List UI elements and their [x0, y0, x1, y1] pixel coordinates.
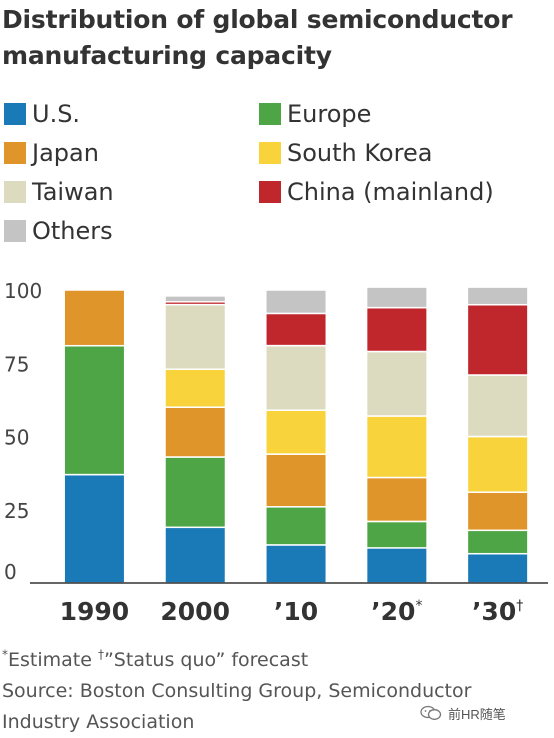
- legend-item-south-korea: South Korea: [259, 135, 432, 171]
- x-tick-label: ’20*: [371, 597, 422, 626]
- legend-swatch-europe: [259, 103, 281, 125]
- y-tick-label: 25: [4, 499, 29, 523]
- watermark-label: 前HR随笔: [448, 706, 506, 722]
- stacked-bar-chart: 0 25 50 75 100 1990 2000 ’10 ’20* ’30†: [4, 279, 548, 626]
- legend-label-japan: Japan: [32, 139, 99, 167]
- legend-swatch-taiwan: [4, 181, 26, 203]
- bar-segment-6: [466, 286, 529, 306]
- bar-stacks: [63, 286, 529, 584]
- legend-swatch-us: [4, 103, 26, 125]
- watermark: 前HR随笔: [420, 700, 506, 726]
- bar-stack-0: [63, 289, 126, 584]
- chart-title: Distribution of global semiconductor man…: [2, 5, 513, 70]
- x-tick-label: 1990: [60, 597, 130, 626]
- bar-segment-5: [466, 303, 529, 376]
- bar-segment-3: [466, 435, 529, 493]
- bar-segment-5: [365, 306, 428, 353]
- legend-item-japan: Japan: [4, 135, 99, 171]
- y-tick-label: 50: [4, 426, 29, 450]
- y-tick-label: 0: [4, 560, 17, 584]
- chart-legend: U.S. Europe Japan South Korea Taiwan Chi…: [0, 96, 554, 256]
- bar-stack-3: [365, 286, 428, 584]
- x-tick-mark: †: [516, 598, 523, 614]
- bar-segment-4: [265, 344, 328, 411]
- bar-segment-3: [365, 415, 428, 479]
- legend-item-others: Others: [4, 213, 113, 249]
- chart-footnote: *Estimate †”Status quo” forecast Source:…: [2, 645, 542, 738]
- legend-swatch-others: [4, 220, 26, 242]
- bar-segment-4: [466, 374, 529, 438]
- bar-segment-6: [164, 295, 227, 303]
- source-note: Source: Boston Consulting Group, Semicon…: [2, 680, 472, 733]
- legend-label-others: Others: [32, 217, 113, 245]
- footnote-line: *Estimate †”Status quo” forecast: [2, 645, 542, 676]
- bar-segment-1: [265, 506, 328, 546]
- legend-swatch-japan: [4, 142, 26, 164]
- x-tick-label: 2000: [160, 597, 230, 626]
- forecast-note: ”Status quo” forecast: [103, 649, 309, 671]
- estimate-note: Estimate: [8, 649, 98, 671]
- legend-item-europe: Europe: [259, 96, 371, 132]
- legend-item-us: U.S.: [4, 96, 80, 132]
- x-axis-labels: 1990 2000 ’10 ’20* ’30†: [60, 597, 524, 626]
- bar-segment-0: [265, 544, 328, 584]
- bar-stack-1: [164, 295, 227, 584]
- x-tick-label: ’30†: [472, 597, 523, 626]
- bar-segment-1: [63, 344, 126, 476]
- legend-swatch-south-korea: [259, 142, 281, 164]
- legend-item-taiwan: Taiwan: [4, 174, 114, 210]
- wechat-icon: [420, 705, 442, 720]
- bar-segment-1: [365, 520, 428, 549]
- legend-label-taiwan: Taiwan: [32, 178, 114, 206]
- bar-segment-1: [164, 456, 227, 529]
- bar-segment-4: [365, 350, 428, 417]
- bar-segment-6: [265, 289, 328, 315]
- y-tick-label: 100: [4, 279, 42, 303]
- bar-segment-2: [164, 406, 227, 458]
- bar-segment-3: [164, 368, 227, 408]
- bar-stack-2: [265, 289, 328, 584]
- bar-segment-5: [265, 312, 328, 347]
- bar-segment-2: [365, 476, 428, 523]
- bar-segment-4: [164, 303, 227, 370]
- bar-segment-2: [63, 289, 126, 347]
- legend-label-europe: Europe: [287, 100, 372, 128]
- legend-label-south-korea: South Korea: [287, 139, 433, 167]
- bar-segment-6: [365, 286, 428, 309]
- bar-segment-1: [466, 529, 529, 555]
- x-tick-mark: *: [415, 598, 422, 614]
- forecast-mark: †: [97, 647, 104, 662]
- y-tick-label: 75: [4, 352, 29, 376]
- bar-segment-3: [265, 409, 328, 455]
- legend-item-china: China (mainland): [259, 174, 494, 210]
- bar-segment-0: [466, 552, 529, 584]
- legend-swatch-china: [259, 181, 281, 203]
- bar-segment-0: [365, 547, 428, 584]
- x-tick-label: ’10: [274, 597, 318, 626]
- estimate-mark: *: [2, 647, 8, 662]
- y-axis-ticks: 0 25 50 75 100: [4, 279, 42, 584]
- bar-stack-4: [466, 286, 529, 584]
- legend-label-china: China (mainland): [287, 178, 494, 206]
- bar-segment-2: [265, 453, 328, 508]
- bar-segment-2: [466, 491, 529, 532]
- legend-label-us: U.S.: [32, 100, 81, 128]
- bar-segment-0: [164, 526, 227, 584]
- bar-segment-0: [63, 473, 126, 584]
